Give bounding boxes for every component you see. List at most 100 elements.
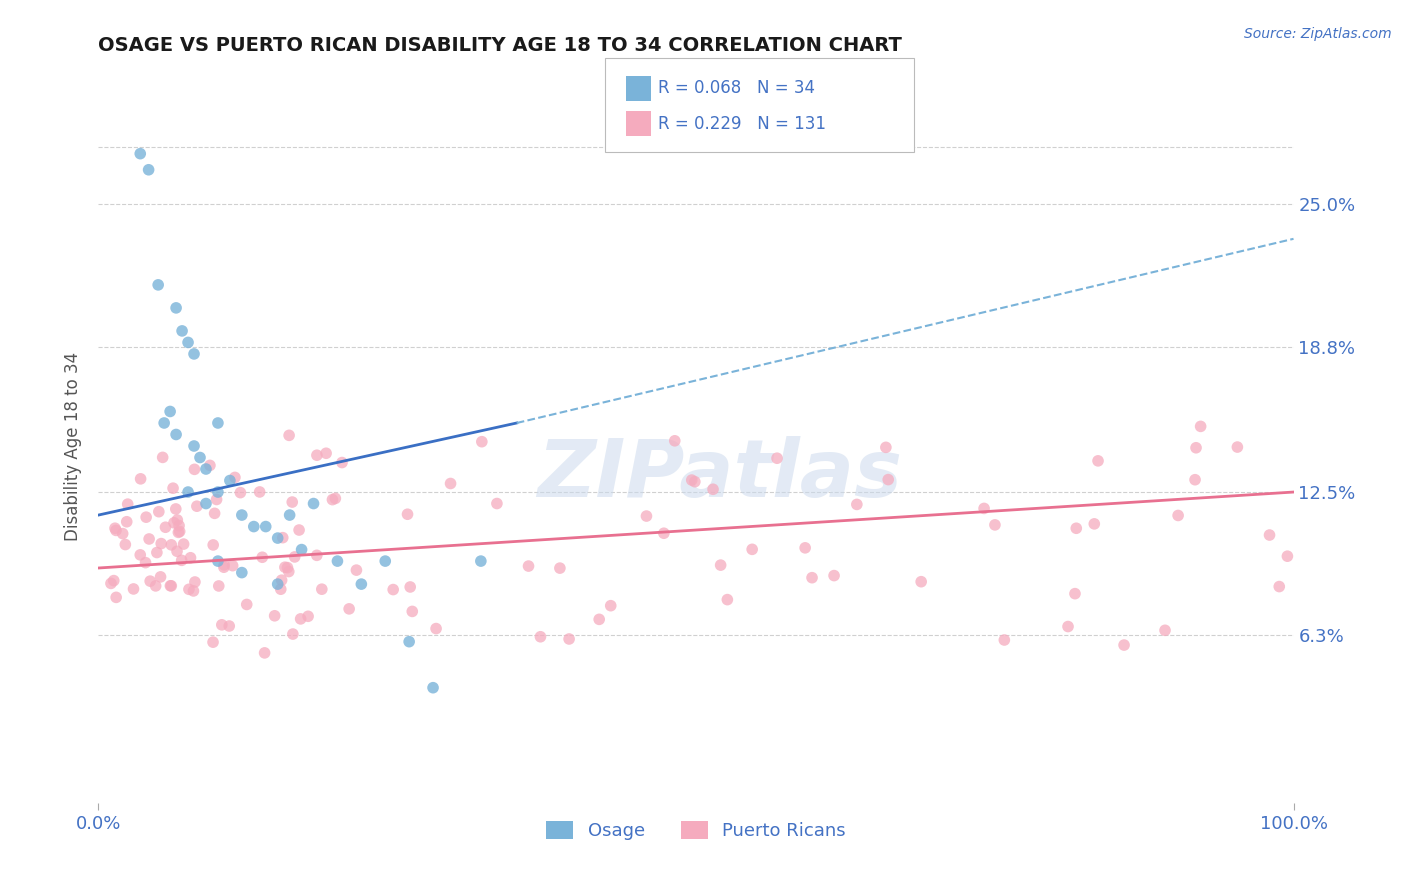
Point <box>875 441 897 455</box>
Point <box>135 556 157 570</box>
Point <box>184 574 207 589</box>
Point <box>129 472 152 486</box>
Point <box>263 608 285 623</box>
Point <box>399 580 422 594</box>
Legend: Osage, Puerto Ricans: Osage, Puerto Ricans <box>538 814 853 847</box>
Point <box>202 635 225 649</box>
Point <box>219 474 242 488</box>
Point <box>218 619 240 633</box>
Point <box>1083 516 1105 531</box>
Point <box>114 537 136 551</box>
Point <box>212 558 235 572</box>
Point <box>281 627 304 641</box>
Point <box>766 451 789 466</box>
Point <box>305 448 328 462</box>
Point <box>278 428 301 442</box>
Point <box>162 481 184 495</box>
Point <box>973 501 995 516</box>
Point <box>117 497 139 511</box>
Point <box>270 582 292 597</box>
Point <box>993 632 1015 647</box>
Point <box>103 574 125 588</box>
Point <box>330 456 353 470</box>
Point <box>470 554 492 568</box>
Point <box>122 582 145 596</box>
Point <box>207 416 229 430</box>
Point <box>231 566 253 580</box>
Point <box>1154 624 1177 638</box>
Point <box>636 509 658 524</box>
Point <box>984 517 1007 532</box>
Point <box>311 582 333 597</box>
Point <box>148 505 170 519</box>
Point <box>398 634 420 648</box>
Point <box>153 416 176 430</box>
Point <box>284 549 307 564</box>
Point <box>177 335 200 350</box>
Point <box>135 510 157 524</box>
Point <box>253 646 276 660</box>
Point <box>305 549 328 563</box>
Point <box>422 681 444 695</box>
Point <box>212 560 235 574</box>
Point <box>138 162 160 177</box>
Point <box>290 612 312 626</box>
Point <box>374 554 396 568</box>
Point <box>794 541 817 555</box>
Point <box>1087 454 1109 468</box>
Point <box>111 526 134 541</box>
Point <box>716 592 738 607</box>
Point <box>208 579 231 593</box>
Point <box>325 491 347 506</box>
Point <box>401 604 423 618</box>
Point <box>243 519 266 533</box>
Point <box>167 525 190 540</box>
Point <box>177 582 200 597</box>
Point <box>211 617 233 632</box>
Point <box>152 450 174 465</box>
Point <box>207 485 229 500</box>
Point <box>205 492 228 507</box>
Point <box>664 434 686 448</box>
Point <box>165 427 187 442</box>
Point <box>229 485 252 500</box>
Point <box>652 526 675 541</box>
Point <box>439 476 461 491</box>
Point <box>823 568 845 582</box>
Point <box>350 577 373 591</box>
Point <box>155 520 177 534</box>
Point <box>183 462 205 476</box>
Point <box>177 485 200 500</box>
Point <box>382 582 405 597</box>
Point <box>204 507 226 521</box>
Point <box>186 499 208 513</box>
Text: R = 0.068   N = 34: R = 0.068 N = 34 <box>658 79 815 97</box>
Point <box>517 559 540 574</box>
Point <box>288 523 311 537</box>
Text: ZIPatlas: ZIPatlas <box>537 435 903 514</box>
Text: R = 0.229   N = 131: R = 0.229 N = 131 <box>658 115 825 133</box>
Point <box>315 446 337 460</box>
Point <box>274 560 297 574</box>
Point <box>471 434 494 449</box>
Point <box>681 473 703 487</box>
Point <box>221 558 243 573</box>
Point <box>170 553 193 567</box>
Point <box>249 485 271 500</box>
Point <box>159 579 181 593</box>
Point <box>100 576 122 591</box>
Point <box>165 301 187 315</box>
Point <box>160 538 183 552</box>
Point <box>291 542 314 557</box>
Point <box>1057 619 1080 633</box>
Point <box>1184 473 1206 487</box>
Point <box>172 324 194 338</box>
Point <box>166 513 188 527</box>
Point <box>599 599 621 613</box>
Point <box>877 473 900 487</box>
Point <box>139 574 162 589</box>
Point <box>169 524 191 539</box>
Point <box>254 519 277 533</box>
Point <box>278 508 301 522</box>
Point <box>1064 521 1087 535</box>
